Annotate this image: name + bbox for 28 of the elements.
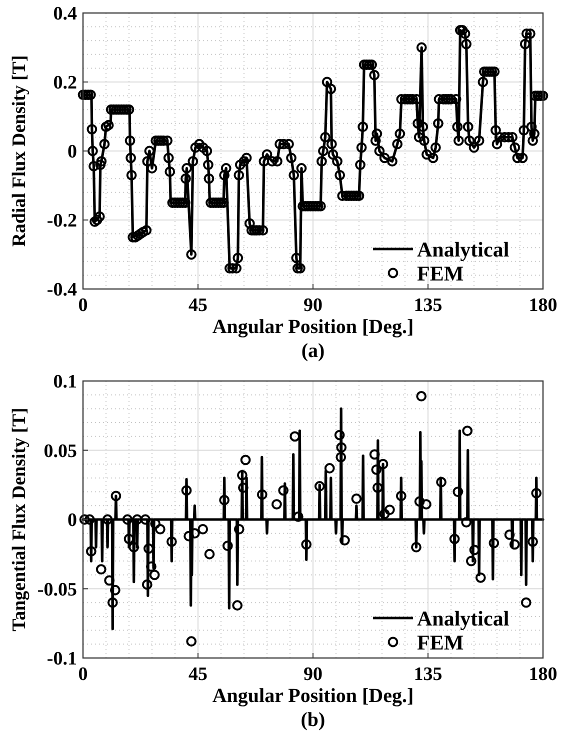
y-tick-label: 0.2 [53,72,77,94]
x-axis-title: Angular Position [Deg.] [212,685,414,707]
y-tick-label: 0 [68,510,77,532]
legend-label: Analytical [417,237,510,262]
legend-label: Analytical [417,606,510,630]
x-tick-label: 135 [414,664,442,685]
y-tick-label: 0.1 [53,372,77,393]
y-tick-label: 0.4 [53,4,78,25]
legend-label: FEM [417,261,464,286]
y-tick-label: -0.4 [46,280,78,301]
y-tick-label: -0.2 [46,210,77,232]
y-tick-label: 0.05 [44,440,77,462]
text: (a) [301,340,325,362]
text: (b) [300,709,326,731]
y-tick-label: 0 [68,142,77,163]
x-tick-label: 180 [528,664,558,685]
x-tick-label: 45 [188,664,208,685]
x-axis-title: Angular Position [Deg.] [212,316,414,338]
x-tick-label: 90 [304,295,322,316]
y-axis-title: Tangential Flux Density [T] [9,408,30,632]
x-tick-label: 135 [414,295,442,316]
x-tick-label: 90 [304,664,322,685]
legend-label: FEM [417,630,464,654]
y-tick-label: -0.1 [46,648,77,670]
x-tick-label: 45 [188,295,208,316]
y-tick-label: -0.05 [37,579,77,600]
x-tick-label: 180 [528,295,558,316]
y-axis-title: Radial Flux Density [T] [9,55,30,247]
